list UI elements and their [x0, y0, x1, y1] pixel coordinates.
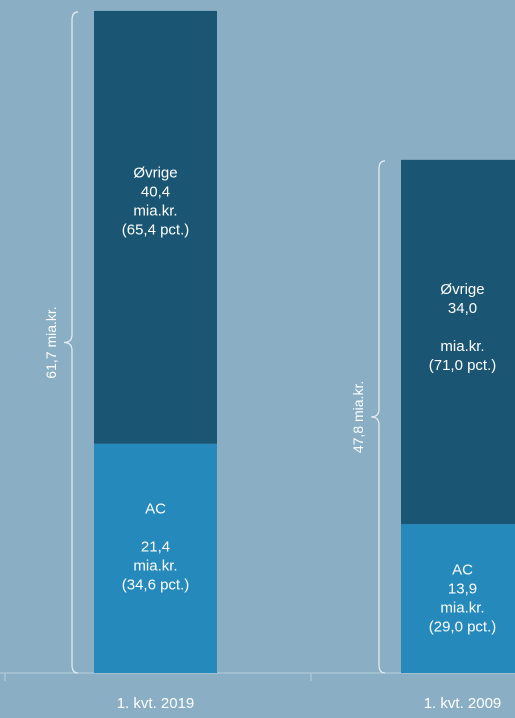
segment-label-ac-1: AC 21,4 mia.kr. (34,6 pct.)	[122, 500, 190, 593]
segment-label-line: (65,4 pct.)	[122, 221, 190, 238]
total-label-1: 61,7 mia.kr.	[43, 306, 59, 378]
segment-label-line: (34,6 pct.)	[122, 576, 190, 593]
bar-segment-ac-1	[94, 443, 217, 673]
bars-group	[63, 10, 515, 674]
segment-label-line: mia.kr.	[440, 338, 484, 355]
x-tick-label-1: 1. kvt. 2019	[117, 695, 195, 712]
segment-label-line: AC	[452, 562, 473, 579]
segment-label-line: (71,0 pct.)	[429, 357, 497, 374]
bar-segment-ovrige-1	[94, 10, 217, 444]
segment-label-line: (29,0 pct.)	[429, 619, 497, 636]
x-tick-label-2: 1. kvt. 2009	[424, 695, 502, 712]
segment-label-line: mia.kr.	[440, 600, 484, 617]
segment-label-line: AC	[145, 500, 166, 517]
total-brace-1	[63, 11, 79, 674]
total-label-2: 47,8 mia.kr.	[350, 381, 366, 453]
segment-label-line: Øvrige	[440, 281, 484, 298]
bar-segment-ac-2	[401, 524, 515, 673]
segment-label-line: 34,0	[448, 300, 477, 317]
segment-label-line: 21,4	[141, 538, 170, 555]
bar-segment-ovrige-2	[401, 159, 515, 525]
segment-label-line: mia.kr.	[133, 557, 177, 574]
segment-label-ovrige-2: Øvrige 34,0 mia.kr. (71,0 pct.)	[429, 281, 497, 374]
segment-label-line: Øvrige	[133, 164, 177, 181]
segment-label-line: 13,9	[448, 581, 477, 598]
total-brace-2	[370, 160, 386, 674]
segment-label-ac-2: AC 13,9 mia.kr. (29,0 pct.)	[429, 562, 497, 636]
segment-label-line: 40,4	[141, 183, 170, 200]
segment-label-ovrige-1: Øvrige 40,4 mia.kr. (65,4 pct.)	[122, 164, 190, 238]
segment-label-line: mia.kr.	[133, 202, 177, 219]
labels-group: AC 21,4 mia.kr. (34,6 pct.) Øvrige 40,4 mia.kr…	[43, 164, 501, 712]
